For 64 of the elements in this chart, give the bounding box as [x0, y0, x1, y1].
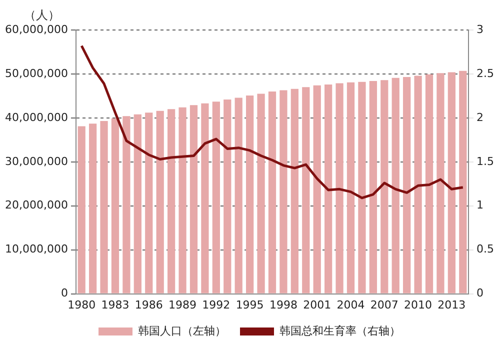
y2-tick-label: 1: [476, 198, 484, 212]
bar: [448, 72, 456, 294]
x-tick-label: 2010: [404, 298, 432, 312]
bar: [257, 94, 265, 294]
y-tick-label: 20,000,000: [4, 198, 68, 212]
y2-tick-label: 0.5: [476, 242, 494, 256]
y2-tick-label: 3: [476, 22, 484, 36]
bar: [190, 105, 198, 294]
y-tick-label: 40,000,000: [4, 110, 68, 124]
bar: [224, 99, 232, 294]
legend-label: 韩国人口（左轴）: [138, 324, 226, 338]
bar: [414, 76, 422, 294]
bar: [167, 109, 176, 294]
bar: [369, 81, 377, 294]
x-tick-label: 1995: [236, 298, 264, 312]
y2-tick-label: 2.5: [476, 66, 494, 80]
bar: [145, 112, 153, 294]
y-tick-label: 10,000,000: [4, 242, 68, 256]
bar: [100, 121, 108, 294]
x-tick-label: 1992: [202, 298, 230, 312]
bar: [403, 77, 411, 294]
bar: [156, 110, 164, 294]
x-tick-label: 1986: [134, 298, 163, 312]
bar: [380, 80, 388, 294]
y-tick-label: 60,000,000: [4, 22, 68, 36]
bar: [201, 103, 209, 294]
bar: [436, 73, 444, 294]
y-axis-title: （人）: [24, 8, 60, 22]
bar: [392, 78, 400, 294]
bar: [313, 85, 321, 294]
x-tick-label: 1998: [269, 298, 298, 312]
bar: [302, 87, 310, 294]
bar: [290, 88, 298, 294]
bar: [234, 98, 242, 294]
y2-tick-label: 1.5: [476, 154, 494, 168]
x-tick-label: 1983: [101, 298, 130, 312]
bar: [88, 124, 97, 294]
bar: [268, 92, 276, 294]
bar: [246, 96, 254, 294]
bar: [280, 90, 288, 294]
x-tick-label: 2007: [370, 298, 398, 312]
bar: [358, 82, 366, 294]
bar: [425, 74, 434, 294]
x-tick-label: 2004: [336, 298, 365, 312]
bar: [346, 82, 355, 294]
bar: [212, 102, 220, 294]
y2-tick-label: 2: [476, 110, 484, 124]
y2-tick-label: 0: [476, 286, 484, 300]
x-tick-label: 2001: [303, 298, 332, 312]
x-tick-label: 2013: [438, 298, 466, 312]
legend-label: 韩国总和生育率（右轴）: [280, 324, 400, 338]
y-tick-label: 0: [60, 286, 68, 300]
y-tick-label: 50,000,000: [4, 66, 68, 80]
x-tick-label: 1980: [68, 298, 96, 312]
bar: [111, 118, 120, 294]
bar: [459, 70, 467, 294]
bar: [122, 116, 130, 294]
x-tick-label: 1989: [168, 298, 197, 312]
bar: [324, 84, 332, 294]
bar: [178, 107, 186, 294]
bar: [134, 114, 142, 294]
bar: [78, 126, 86, 294]
y-tick-label: 30,000,000: [4, 154, 68, 168]
bar: [336, 83, 344, 294]
